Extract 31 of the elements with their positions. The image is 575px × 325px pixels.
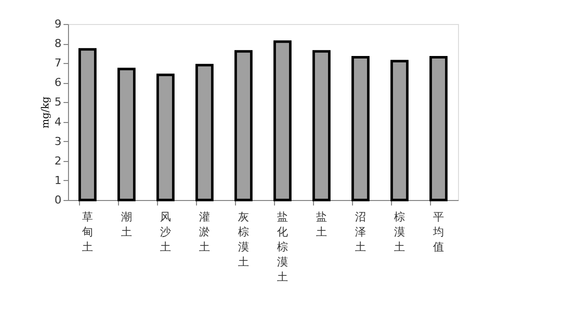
y-axis-title: mg/kg	[40, 96, 52, 128]
y-tick-label: 9	[54, 18, 62, 30]
x-tick-label: 棕漠土	[394, 210, 405, 254]
x-tick-label: 灰棕漠土	[238, 210, 249, 268]
x-tick-label: 潮土	[121, 210, 132, 238]
bar	[390, 60, 409, 202]
x-tick-label: 风沙土	[160, 210, 171, 254]
bar	[312, 50, 331, 202]
x-tick-label: 灌淤土	[199, 210, 210, 254]
bar	[429, 56, 448, 202]
bar	[156, 74, 175, 202]
x-tick-label: 盐化棕漠土	[277, 210, 288, 284]
y-tick-label: 7	[54, 56, 62, 70]
y-tick-label: 6	[54, 76, 62, 90]
y-tick-label: 0	[54, 194, 62, 206]
y-tick-label: 8	[54, 37, 62, 50]
bar	[351, 56, 370, 202]
bar	[195, 64, 214, 202]
y-tick-label: 4	[54, 115, 62, 128]
bar	[273, 40, 292, 202]
y-tick-label: 2	[54, 154, 62, 168]
bar	[117, 68, 136, 202]
x-tick-label: 平均值	[432, 210, 444, 254]
x-tick-label: 盐土	[316, 210, 327, 238]
y-tick-label: 1	[54, 174, 62, 187]
bar	[78, 48, 97, 202]
bar	[234, 50, 253, 202]
x-tick-label: 沼泽土	[355, 210, 366, 254]
y-tick-label: 3	[54, 134, 62, 148]
y-tick-label: 5	[54, 96, 62, 109]
x-tick-label: 草甸土	[82, 210, 93, 254]
